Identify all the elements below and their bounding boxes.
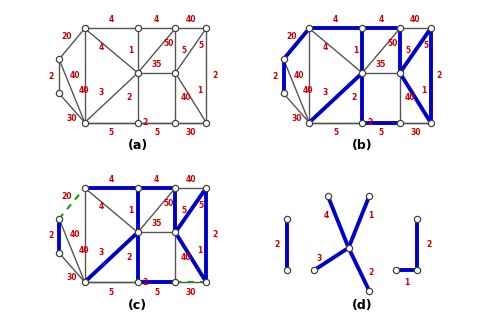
Text: 2: 2 [48, 72, 53, 81]
Text: 4: 4 [323, 43, 328, 52]
Text: 5: 5 [182, 206, 186, 215]
Text: 2: 2 [272, 72, 278, 81]
Text: 2: 2 [143, 118, 148, 127]
Text: 5: 5 [378, 128, 384, 137]
Text: 35: 35 [152, 60, 162, 69]
Text: 2: 2 [351, 93, 356, 102]
Text: 20: 20 [62, 192, 72, 201]
Text: 4: 4 [154, 15, 159, 24]
Text: 40: 40 [69, 71, 80, 80]
Text: 1: 1 [128, 206, 134, 215]
Text: 4: 4 [333, 15, 338, 24]
Text: 2: 2 [368, 268, 374, 277]
Text: 2: 2 [426, 240, 432, 249]
Text: (d): (d) [352, 299, 372, 312]
Text: (a): (a) [128, 139, 148, 152]
Text: 5: 5 [198, 201, 203, 210]
Text: 3: 3 [323, 88, 328, 97]
Text: 4: 4 [324, 211, 329, 220]
Text: 3: 3 [98, 88, 103, 97]
Text: 2: 2 [368, 118, 372, 127]
Text: 40: 40 [78, 246, 89, 255]
Text: (b): (b) [352, 139, 372, 152]
Text: 1: 1 [353, 46, 358, 55]
Text: 2: 2 [212, 71, 218, 80]
Text: 30: 30 [410, 128, 420, 137]
Text: 30: 30 [66, 273, 77, 282]
Text: 50: 50 [388, 39, 398, 48]
Text: 2: 2 [48, 231, 53, 240]
Text: 30: 30 [66, 114, 77, 123]
Text: 35: 35 [376, 60, 386, 69]
Text: 30: 30 [186, 128, 196, 137]
Text: 40: 40 [405, 93, 415, 102]
Text: 35: 35 [152, 219, 162, 228]
Text: 5: 5 [182, 46, 186, 55]
Text: 30: 30 [291, 114, 302, 123]
Text: 3: 3 [98, 248, 103, 256]
Text: 4: 4 [154, 175, 159, 184]
Text: 4: 4 [108, 15, 114, 24]
Text: (c): (c) [128, 299, 148, 312]
Text: 40: 40 [303, 86, 314, 95]
Text: 20: 20 [62, 33, 72, 41]
Text: 40: 40 [180, 93, 191, 102]
Text: 4: 4 [98, 202, 103, 211]
Text: 30: 30 [186, 288, 196, 297]
Text: 2: 2 [436, 71, 442, 80]
Text: 40: 40 [186, 175, 196, 184]
Text: 40: 40 [186, 15, 196, 24]
Text: 5: 5 [423, 41, 428, 50]
Text: 40: 40 [180, 253, 191, 262]
Text: 20: 20 [286, 33, 296, 41]
Text: 1: 1 [196, 86, 202, 95]
Text: 4: 4 [98, 43, 103, 52]
Text: 5: 5 [154, 288, 159, 297]
Text: 5: 5 [108, 288, 114, 297]
Text: 1: 1 [421, 86, 426, 95]
Text: 4: 4 [108, 175, 114, 184]
Text: 40: 40 [294, 71, 304, 80]
Text: 50: 50 [164, 39, 173, 48]
Text: 1: 1 [404, 278, 409, 286]
Text: 2: 2 [126, 93, 132, 102]
Text: 1: 1 [196, 246, 202, 255]
Text: 40: 40 [78, 86, 89, 95]
Text: 3: 3 [317, 255, 322, 263]
Text: 2: 2 [126, 253, 132, 262]
Text: 5: 5 [108, 128, 114, 137]
Text: 40: 40 [69, 230, 80, 240]
Text: 5: 5 [333, 128, 338, 137]
Text: 2: 2 [143, 278, 148, 286]
Text: 50: 50 [164, 199, 173, 208]
Text: 5: 5 [198, 41, 203, 50]
Text: 2: 2 [212, 230, 218, 240]
Text: 1: 1 [128, 46, 134, 55]
Text: 2: 2 [274, 240, 280, 249]
Text: 5: 5 [154, 128, 159, 137]
Text: 4: 4 [378, 15, 384, 24]
Text: 40: 40 [410, 15, 420, 24]
Text: 5: 5 [406, 46, 411, 55]
Text: 1: 1 [368, 211, 374, 220]
